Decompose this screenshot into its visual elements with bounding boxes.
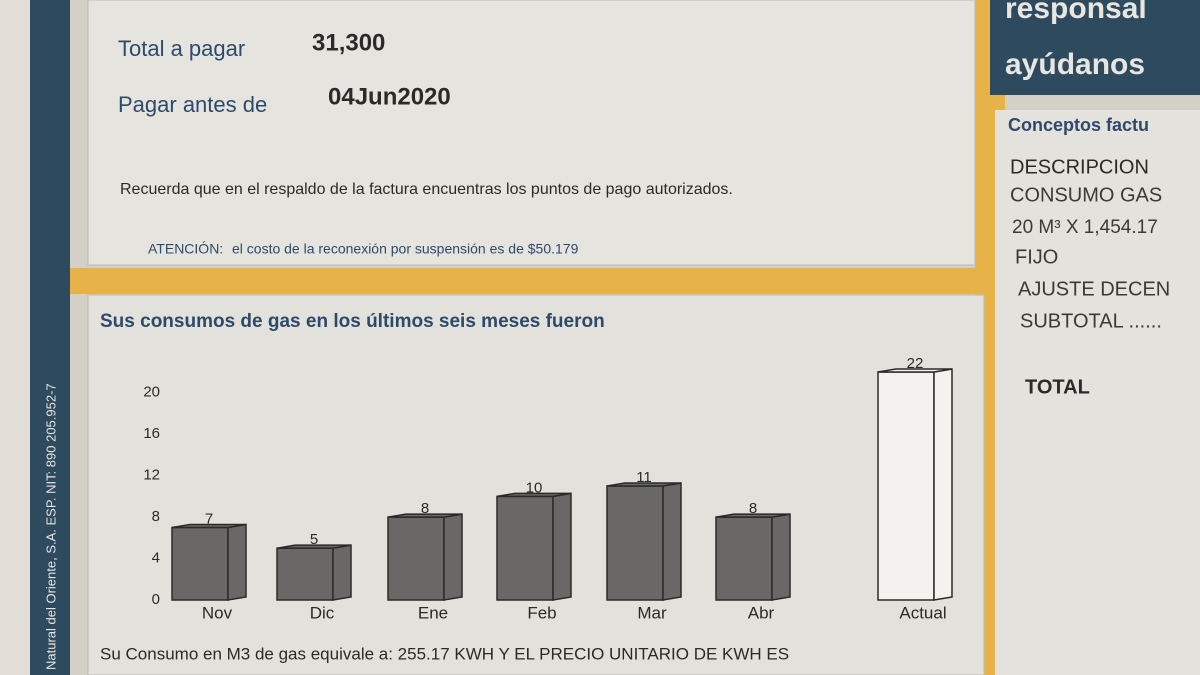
value-label: 11 xyxy=(636,469,652,486)
attention-label: ATENCIÓN: xyxy=(148,241,223,257)
concept-line: CONSUMO GAS xyxy=(1010,184,1162,206)
bar-side xyxy=(227,523,247,601)
bar xyxy=(496,495,554,601)
footer: Su Consumo en M3 de gas equivale a: 255.… xyxy=(100,644,789,663)
bar-side xyxy=(443,513,463,601)
banner-line: ayúdanos xyxy=(1005,48,1145,81)
bar-side xyxy=(933,368,953,601)
x-tick-label: Actual xyxy=(899,603,946,622)
bar xyxy=(877,371,935,601)
bar-top xyxy=(715,513,791,518)
x-tick-label: Feb xyxy=(527,603,556,622)
concept-line: SUBTOTAL ...... xyxy=(1020,310,1162,332)
chart-title: Sus consumos de gas en los últimos seis … xyxy=(100,311,605,332)
x-tick-label: Nov xyxy=(202,603,233,622)
y-tick-label: 20 xyxy=(143,384,160,401)
value-label: 7 xyxy=(205,510,213,527)
bar-side xyxy=(552,492,572,601)
y-tick-label: 16 xyxy=(143,425,160,442)
bar-top xyxy=(276,544,352,549)
side-strip xyxy=(30,0,70,675)
reminder: Recuerda que en el respaldo de la factur… xyxy=(120,181,733,198)
y-tick-label: 0 xyxy=(152,591,160,608)
bar-top xyxy=(606,482,682,487)
x-tick-label: Mar xyxy=(637,603,667,622)
concept-line: DESCRIPCION xyxy=(1010,156,1149,178)
value-label: 8 xyxy=(749,500,757,517)
attention-text: el costo de la reconexión por suspensión… xyxy=(232,241,579,257)
side-text: Natural del Oriente, S.A. ESP. NIT: 890 … xyxy=(43,383,58,670)
total-label: Total a pagar xyxy=(118,36,245,61)
chart: 0 4 8 12 16 20 7 Nov 5 Dic 8 Ene 10 Feb 11 Mar 8 Abr 22 Act… xyxy=(143,355,953,622)
right-box xyxy=(995,110,1200,675)
concept-line: 20 M³ X 1,454.17 xyxy=(1012,217,1158,238)
due-label: Pagar antes de xyxy=(118,92,267,117)
bar-side xyxy=(771,513,791,601)
right-banner xyxy=(990,0,1200,95)
value-label: 5 xyxy=(310,531,318,548)
bar-top xyxy=(171,523,247,529)
chart-box xyxy=(87,294,985,675)
margin xyxy=(0,0,30,675)
bar xyxy=(387,516,445,601)
value-label: 10 xyxy=(526,479,543,496)
y-tick-label: 12 xyxy=(143,467,160,484)
bar xyxy=(715,516,773,601)
total-value: 31,300 xyxy=(312,29,385,56)
x-tick-label: Abr xyxy=(748,603,775,622)
yellow-band xyxy=(70,268,990,294)
bar-side xyxy=(332,544,352,601)
value-label: 22 xyxy=(907,355,924,372)
section-title: Conceptos factu xyxy=(1008,115,1149,135)
banner-line: responsal xyxy=(1005,0,1147,25)
bar xyxy=(606,485,664,601)
summary-box xyxy=(87,0,976,266)
bar-top xyxy=(496,492,572,498)
y-tick-label: 8 xyxy=(152,508,160,525)
value-label: 8 xyxy=(421,500,429,517)
concept-line: FIJO xyxy=(1015,246,1058,268)
due-value: 04Jun2020 xyxy=(328,83,451,110)
bar xyxy=(276,547,334,601)
total-line: TOTAL xyxy=(1025,376,1090,398)
bar-side xyxy=(662,482,682,601)
bar-top xyxy=(877,368,953,373)
x-tick-label: Ene xyxy=(418,603,448,622)
concept-line: AJUSTE DECEN xyxy=(1018,278,1170,300)
y-tick-label: 4 xyxy=(152,550,160,567)
bar xyxy=(171,526,229,601)
bar-top xyxy=(387,513,463,518)
x-tick-label: Dic xyxy=(310,603,335,622)
